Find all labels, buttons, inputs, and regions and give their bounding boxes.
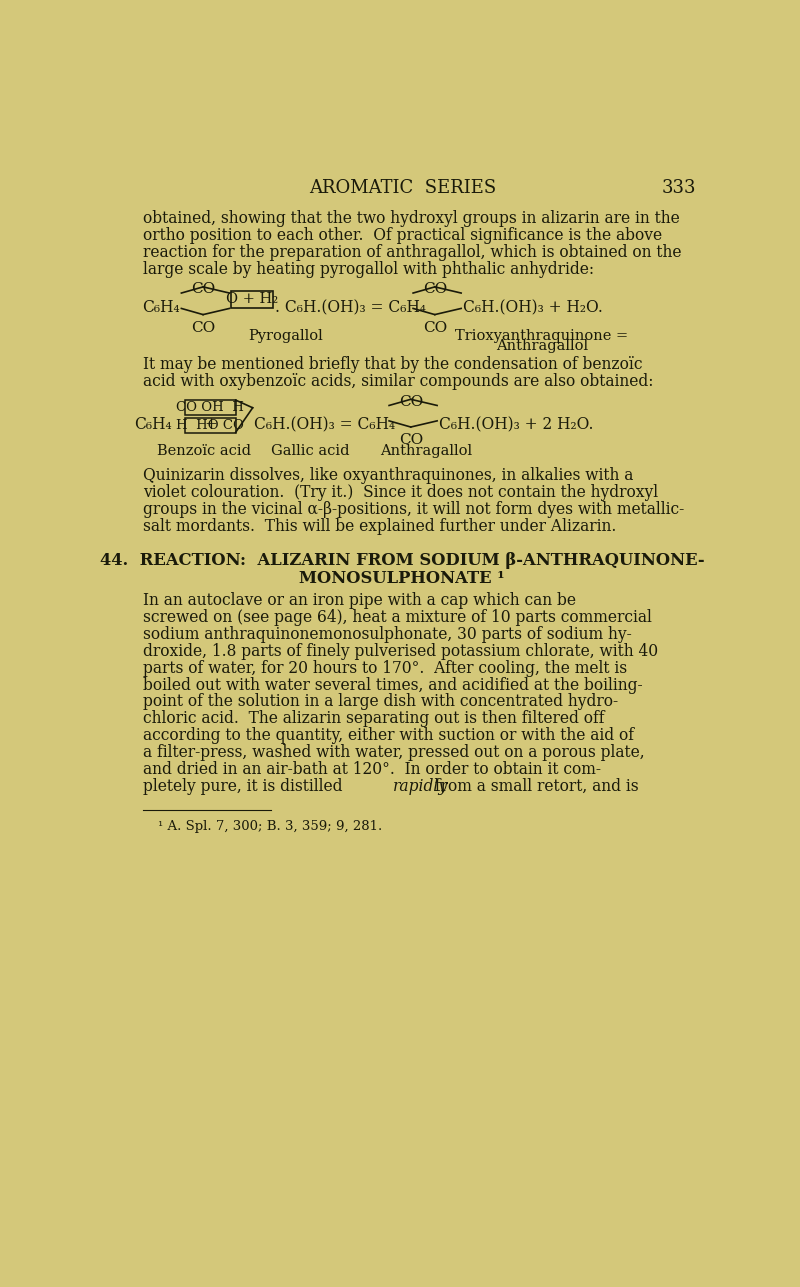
Text: and dried in an air-bath at 120°.  In order to obtain it com-: and dried in an air-bath at 120°. In ord… — [142, 761, 601, 779]
Text: ortho position to each other.  Of practical significance is the above: ortho position to each other. Of practic… — [142, 227, 662, 243]
Text: C₆H.(OH)₃ + 2 H₂O.: C₆H.(OH)₃ + 2 H₂O. — [438, 416, 593, 434]
Text: CO: CO — [398, 434, 423, 447]
Text: parts of water, for 20 hours to 170°.  After cooling, the melt is: parts of water, for 20 hours to 170°. Af… — [142, 659, 626, 677]
Text: 44.  REACTION:  ALIZARIN FROM SODIUM β-ANTHRAQUINONE-: 44. REACTION: ALIZARIN FROM SODIUM β-ANT… — [100, 552, 705, 569]
Text: CO: CO — [398, 395, 423, 409]
Text: H  HO CO: H HO CO — [177, 420, 244, 432]
Text: O + H₂: O + H₂ — [226, 292, 278, 306]
Text: screwed on (see page 64), heat a mixture of 10 parts commercial: screwed on (see page 64), heat a mixture… — [142, 609, 651, 625]
Text: salt mordants.  This will be explained further under Alizarin.: salt mordants. This will be explained fu… — [142, 517, 616, 535]
Text: Anthragallol: Anthragallol — [496, 340, 588, 353]
Text: from a small retort, and is: from a small retort, and is — [430, 779, 638, 795]
Text: C₆H.(OH)₃ = C₆H₄: C₆H.(OH)₃ = C₆H₄ — [254, 416, 395, 434]
Text: 333: 333 — [662, 179, 696, 197]
Text: Gallic acid: Gallic acid — [270, 444, 350, 458]
Text: MONOSULPHONATE ¹: MONOSULPHONATE ¹ — [299, 570, 505, 587]
Text: Quinizarin dissolves, like oxyanthraquinones, in alkalies with a: Quinizarin dissolves, like oxyanthraquin… — [142, 467, 633, 484]
Text: sodium anthraquinonemonosulphonate, 30 parts of sodium hy-: sodium anthraquinonemonosulphonate, 30 p… — [142, 625, 631, 642]
Text: droxide, 1.8 parts of finely pulverised potassium chlorate, with 40: droxide, 1.8 parts of finely pulverised … — [142, 642, 658, 660]
Text: C₆H₄: C₆H₄ — [134, 416, 171, 434]
Bar — [231, 291, 273, 308]
Text: CO: CO — [191, 320, 215, 335]
Text: C₆H.(OH)₃ + H₂O.: C₆H.(OH)₃ + H₂O. — [462, 299, 602, 317]
Text: C₆H₄: C₆H₄ — [142, 299, 180, 317]
Text: +: + — [204, 416, 217, 434]
Text: violet colouration.  (Try it.)  Since it does not contain the hydroxyl: violet colouration. (Try it.) Since it d… — [142, 484, 658, 501]
Text: large scale by heating pyrogallol with phthalic anhydride:: large scale by heating pyrogallol with p… — [142, 261, 594, 278]
Text: In an autoclave or an iron pipe with a cap which can be: In an autoclave or an iron pipe with a c… — [142, 592, 576, 609]
Text: pletely pure, it is distilled: pletely pure, it is distilled — [142, 779, 347, 795]
Text: Anthragallol: Anthragallol — [380, 444, 472, 458]
Text: a filter-press, washed with water, pressed out on a porous plate,: a filter-press, washed with water, press… — [142, 744, 644, 761]
Text: AROMATIC  SERIES: AROMATIC SERIES — [309, 179, 496, 197]
Text: It may be mentioned briefly that by the condensation of benzoïc: It may be mentioned briefly that by the … — [142, 356, 642, 373]
Text: groups in the vicinal α-β-positions, it will not form dyes with metallic-: groups in the vicinal α-β-positions, it … — [142, 501, 684, 517]
Bar — [186, 418, 236, 434]
Text: CO OH  H: CO OH H — [177, 402, 244, 414]
Text: boiled out with water several times, and acidified at the boiling-: boiled out with water several times, and… — [142, 677, 642, 694]
Text: ¹ A. Spl. 7, 300; B. 3, 359; 9, 281.: ¹ A. Spl. 7, 300; B. 3, 359; 9, 281. — [158, 820, 382, 833]
Text: according to the quantity, either with suction or with the aid of: according to the quantity, either with s… — [142, 727, 634, 744]
Bar — [186, 400, 236, 416]
Text: chloric acid.  The alizarin separating out is then filtered off: chloric acid. The alizarin separating ou… — [142, 710, 604, 727]
Text: CO: CO — [191, 282, 215, 296]
Text: acid with oxybenzoïc acids, similar compounds are also obtained:: acid with oxybenzoïc acids, similar comp… — [142, 373, 653, 390]
Text: reaction for the preparation of anthragallol, which is obtained on the: reaction for the preparation of anthraga… — [142, 243, 681, 261]
Text: point of the solution in a large dish with concentrated hydro-: point of the solution in a large dish wi… — [142, 694, 618, 710]
Text: Trioxyanthraquinone =: Trioxyanthraquinone = — [455, 329, 628, 344]
Text: CO: CO — [422, 320, 447, 335]
Text: Benzoïc acid: Benzoïc acid — [157, 444, 251, 458]
Text: obtained, showing that the two hydroxyl groups in alizarin are in the: obtained, showing that the two hydroxyl … — [142, 210, 679, 227]
Text: CO: CO — [422, 282, 447, 296]
Text: rapidly: rapidly — [393, 779, 448, 795]
Text: Pyrogallol: Pyrogallol — [249, 329, 323, 344]
Text: . C₆H.(OH)₃ = C₆H₄: . C₆H.(OH)₃ = C₆H₄ — [275, 299, 426, 317]
